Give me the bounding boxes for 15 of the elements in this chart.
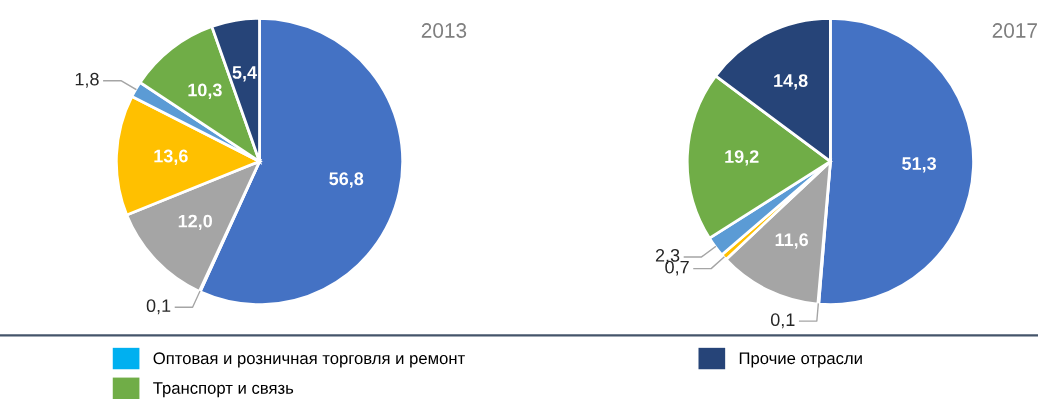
data-label: 56,8 [329,172,364,188]
chart-title: 2013 [421,23,467,38]
data-label: 51,3 [902,157,937,173]
legend-label: Прочие отрасли [739,352,862,368]
text: 2017 [992,23,1037,38]
data-label: 1,8 [75,72,99,88]
data-label: 10,3 [188,83,222,99]
data-label: 0,1 [770,313,795,329]
data-label: 12,0 [178,214,213,231]
data-label: 13,6 [154,149,188,166]
data-label: 0,1 [146,299,171,315]
data-label: 14,8 [774,74,808,90]
legend-label: Транспорт и связь [153,382,294,398]
legend-label: Оптовая и розничная торговля и ремонт [153,352,465,368]
data-label: 5,4 [232,66,257,82]
